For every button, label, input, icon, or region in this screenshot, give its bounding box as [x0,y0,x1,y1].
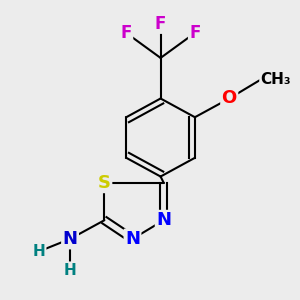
Text: F: F [189,24,201,42]
Text: O: O [222,89,237,107]
Text: CH₃: CH₃ [260,72,291,87]
Text: N: N [125,230,140,248]
Text: H: H [64,263,76,278]
Text: H: H [32,244,45,259]
Text: F: F [155,15,166,33]
Text: N: N [156,211,171,229]
Text: S: S [98,174,111,192]
Text: N: N [63,230,78,248]
Text: F: F [121,24,132,42]
